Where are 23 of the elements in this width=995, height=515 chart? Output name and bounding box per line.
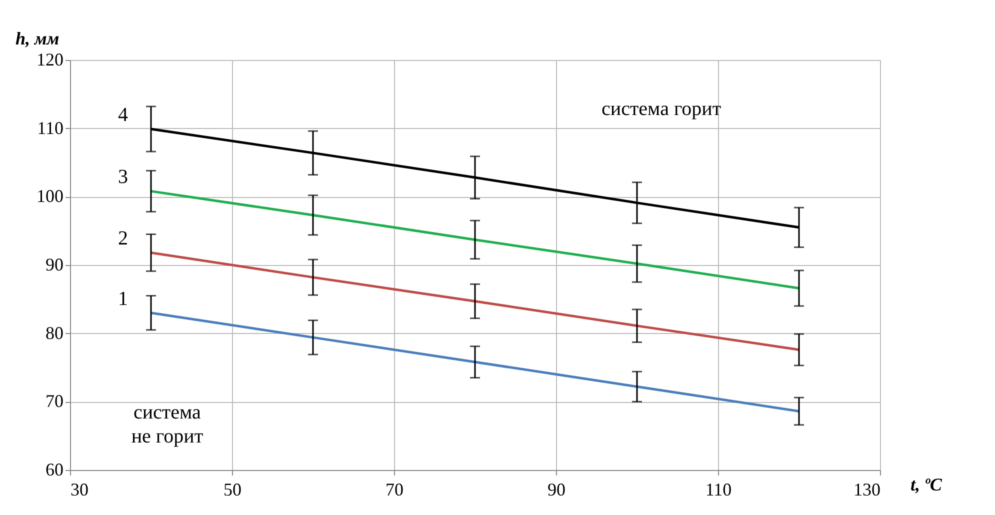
- line-series: [150, 251, 800, 351]
- y-tick-label: 100: [36, 186, 64, 206]
- y-tick-label: 120: [36, 50, 64, 70]
- annotation: система горит: [601, 98, 722, 120]
- x-tick-label: 110: [705, 480, 732, 500]
- x-tick-label: 90: [548, 480, 566, 500]
- y-tick-label: 90: [46, 254, 64, 274]
- x-tick-label: 50: [224, 480, 242, 500]
- x-tick-label: 70: [386, 480, 404, 500]
- x-tick-label: 30: [70, 480, 88, 500]
- x-tick-label: 130: [854, 480, 880, 500]
- series-label: 1: [118, 288, 128, 310]
- y-tick-label: 80: [46, 322, 64, 343]
- line-series: [150, 190, 800, 290]
- y-axis-title: h, мм: [16, 28, 60, 48]
- series-label: 2: [118, 228, 128, 250]
- series-label: 4: [118, 104, 128, 126]
- x-axis-title: t, ºC: [910, 474, 943, 494]
- y-tick-label: 70: [46, 391, 64, 412]
- annotation: система не горит: [131, 402, 204, 448]
- series-label: 3: [118, 166, 128, 188]
- y-tick-label: 60: [46, 460, 64, 480]
- y-tick-label: 110: [37, 118, 64, 138]
